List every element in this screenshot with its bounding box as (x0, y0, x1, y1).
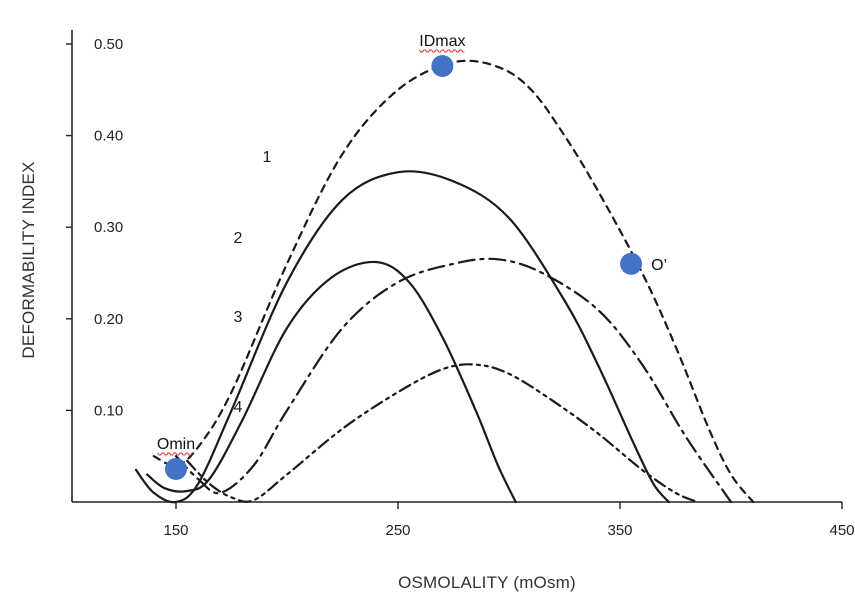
series-label: 1 (263, 149, 272, 166)
series-curve-4 (187, 364, 698, 502)
marker-point (165, 458, 187, 480)
y-tick-label: 0.20 (94, 311, 123, 328)
marker-label: O’ (651, 257, 667, 274)
series-curve-3 (176, 259, 731, 502)
marker-label: IDmax (419, 33, 465, 50)
axes (72, 30, 842, 502)
marker-point (620, 253, 642, 275)
y-axis-title: DEFORMABILITY INDEX (19, 161, 38, 358)
x-tick-label: 150 (163, 522, 188, 539)
y-tick-label: 0.10 (94, 402, 123, 419)
series-label: 2 (234, 230, 243, 247)
y-tick-label: 0.50 (94, 36, 123, 53)
x-axis-title: OSMOLALITY (mOsm) (398, 573, 576, 592)
series-curve-envelope (154, 61, 753, 502)
curves: 1 2 3 4 (136, 61, 753, 503)
x-tick-label: 250 (385, 522, 410, 539)
series-label: 4 (234, 399, 243, 416)
series-curve-2 (147, 262, 516, 502)
y-tick-label: 0.40 (94, 128, 123, 145)
y-tick-label: 0.30 (94, 219, 123, 236)
x-tick-label: 450 (829, 522, 854, 539)
series-label: 3 (234, 309, 243, 326)
marker-point (431, 55, 453, 77)
spellcheck-underline (419, 50, 464, 52)
marker-label: Omin (157, 436, 195, 453)
series-curve-1 (136, 171, 669, 502)
x-tick-label: 350 (607, 522, 632, 539)
spellcheck-underline (158, 453, 194, 455)
